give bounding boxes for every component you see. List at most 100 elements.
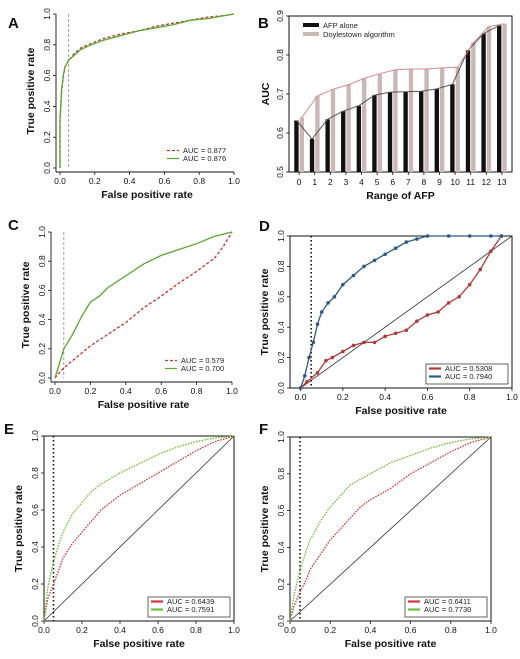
legend-swatch <box>303 32 319 36</box>
y-tick-label: 0.4 <box>276 321 286 333</box>
y-tick-label: 1.0 <box>30 430 40 442</box>
y-axis-title: True positive rate <box>259 268 271 355</box>
roc-curve-0 <box>59 13 235 168</box>
bar-afp <box>450 84 455 172</box>
y-tick-label: 0.8 <box>275 49 285 61</box>
y-tick-label: 0.6 <box>276 504 286 516</box>
bar-doylestown <box>393 69 398 172</box>
x-tick-label: 0.4 <box>364 625 376 635</box>
roc-point <box>383 252 387 257</box>
roc-point <box>362 264 366 269</box>
roc-point <box>393 331 398 336</box>
bar-doylestown <box>346 84 351 172</box>
panel-e: E 0.0 0.2 0.4 0.6 0.8 1.0 0.0 0.2 0.4 0.6 0.8 1.0 Fal… <box>4 421 240 650</box>
bar-afp <box>387 92 393 172</box>
x-tick-label: 0.0 <box>295 392 307 402</box>
y-tick-label: 1.0 <box>42 8 52 20</box>
x-tick-label: 0.6 <box>158 176 170 186</box>
roc-point <box>457 295 461 299</box>
y-tick-label: 0.2 <box>30 578 40 590</box>
y-axis-title: True positive rate <box>20 261 32 348</box>
panel-letter: B <box>258 15 269 32</box>
y-tick-label: 0.6 <box>42 69 52 81</box>
x-tick-label: 4 <box>359 177 364 187</box>
x-tick-label: 2 <box>328 177 333 187</box>
legend-label: AUC = 0.877 <box>183 146 226 155</box>
roc-point <box>319 310 324 314</box>
panel-letter: C <box>8 217 19 234</box>
y-tick-label: 0.0 <box>30 615 40 627</box>
roc-point <box>383 334 387 339</box>
y-tick-label: 0.7 <box>275 88 285 100</box>
roc-point <box>315 371 320 375</box>
x-tick-label: 9 <box>437 177 442 187</box>
legend-box <box>425 363 509 385</box>
x-tick-label: 0.8 <box>445 625 457 635</box>
bar-afp <box>434 88 439 172</box>
x-tick-label: 0.4 <box>114 625 126 635</box>
x-tick-label: 0.0 <box>49 386 61 396</box>
x-tick-label: 1 <box>312 177 317 187</box>
x-tick-label: 0.2 <box>324 625 336 635</box>
x-axis-title: False positive rate <box>98 399 190 411</box>
roc-point <box>351 273 356 278</box>
x-tick-label: 0 <box>297 177 302 187</box>
roc-curve-1 <box>54 231 233 379</box>
roc-curve-1 <box>43 435 235 622</box>
x-axis-title: Range of AFP <box>366 190 434 202</box>
legend-label: AUC = 0.6439 <box>167 597 214 606</box>
x-axis-title: False positive rate <box>93 638 185 650</box>
x-tick-label: 0.6 <box>405 625 417 635</box>
roc-point <box>298 386 303 390</box>
x-tick-label: 0.8 <box>190 625 202 635</box>
roc-point <box>499 234 504 238</box>
roc-point <box>315 322 320 326</box>
bar-doylestown <box>471 42 476 172</box>
bar-doylestown <box>439 67 445 172</box>
roc-point <box>415 237 419 241</box>
y-tick-label: 0.4 <box>37 313 47 325</box>
x-tick-label: 10 <box>450 177 460 187</box>
y-tick-label: 0.4 <box>276 541 286 553</box>
legend-label: AUC = 0.5308 <box>445 364 492 373</box>
y-tick-label: 0.4 <box>42 100 52 112</box>
roc-point <box>425 313 430 317</box>
legend-swatch <box>303 23 319 27</box>
x-tick-label: 3 <box>344 177 349 187</box>
y-tick-label: 0.2 <box>276 351 286 363</box>
roc-point <box>425 234 430 238</box>
roc-curve-1 <box>59 13 235 168</box>
x-tick-label: 0.4 <box>120 386 132 396</box>
plot-frame <box>43 435 235 622</box>
x-tick-label: 0.2 <box>337 392 349 402</box>
y-tick-label: 1.0 <box>276 230 286 242</box>
panel-letter: E <box>4 421 14 438</box>
roc-point <box>351 343 356 348</box>
bar-afp <box>419 91 424 172</box>
legend-label: AUC = 0.6411 <box>424 597 471 606</box>
panel-b: B0 1 2 3 4 5 6 7 8 9 10 11 12 130.50.60.70.80.9Range … <box>258 10 513 202</box>
legend-label: AUC = 0.700 <box>181 364 224 373</box>
plot-frame <box>289 235 513 389</box>
roc-point <box>332 295 337 299</box>
roc-point <box>404 328 409 333</box>
roc-curve-0 <box>54 231 233 379</box>
roc-point <box>330 355 335 360</box>
x-tick-label: 6 <box>390 177 395 187</box>
panel-c: C 0.0 0.2 0.4 0.6 0.8 1.0 0.0 0.2 0.4 0.6 0.8 1.0 Fal… <box>8 217 238 411</box>
roc-point <box>393 246 398 250</box>
chance-diagonal <box>43 435 235 622</box>
panel-letter: A <box>8 15 19 32</box>
y-tick-label: 1.0 <box>276 431 286 443</box>
bar-afp <box>341 111 346 172</box>
x-tick-label: 0.0 <box>284 625 296 635</box>
x-tick-label: 0.8 <box>193 176 205 186</box>
panel-letter: D <box>259 218 270 235</box>
x-tick-label: 0.6 <box>422 392 434 402</box>
roc-point <box>436 310 440 314</box>
bar-doylestown <box>455 67 460 172</box>
x-tick-label: 13 <box>497 177 507 187</box>
roc-curve-1 <box>289 436 492 622</box>
y-tick-label: 0.2 <box>276 578 286 590</box>
